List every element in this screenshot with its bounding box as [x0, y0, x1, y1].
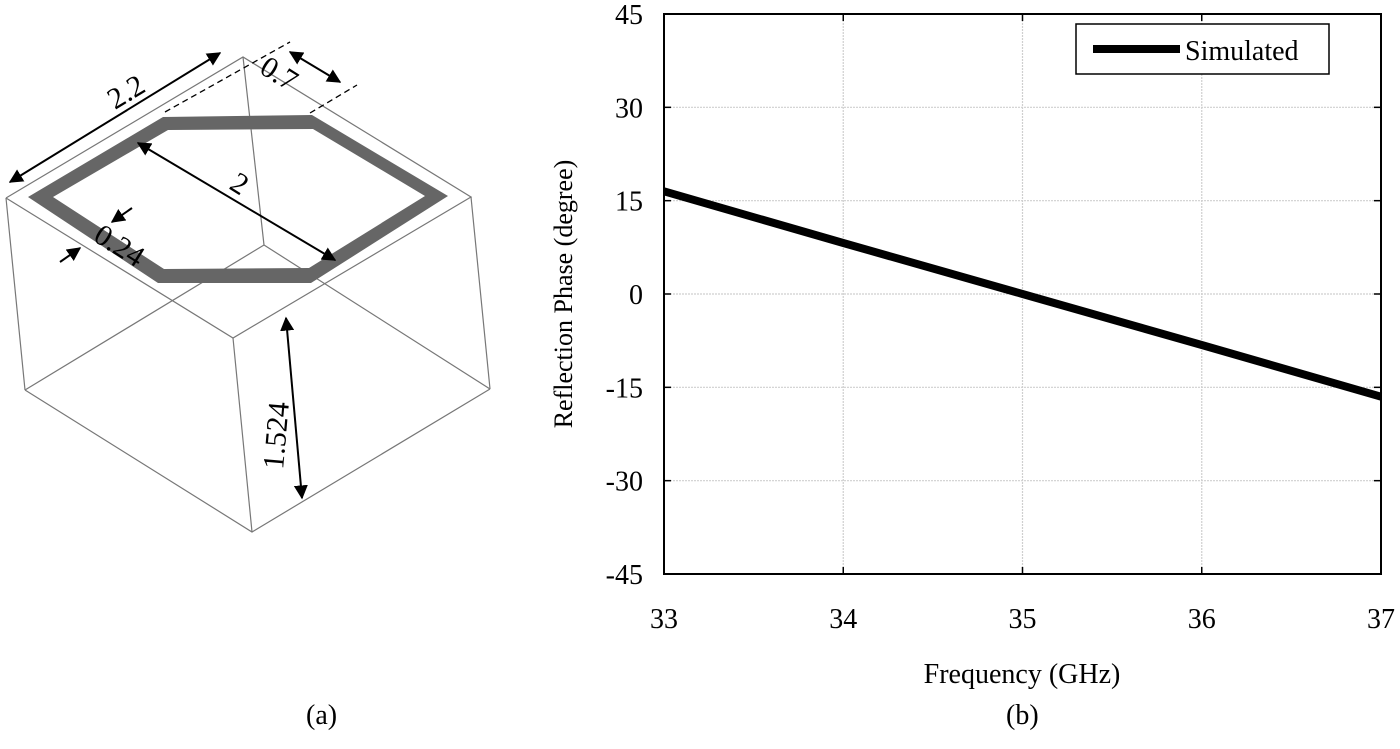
x-tick-label: 37	[1367, 604, 1395, 635]
y-tick-label: 45	[615, 0, 643, 31]
x-tick-label: 33	[650, 604, 678, 635]
y-tick-label: 30	[615, 93, 643, 124]
reflection-phase-chart: 45 30 15 0 -15 -30 -45 33 34 35 36 37 Reflection P…	[549, 0, 1395, 690]
caption-b: (b)	[1006, 700, 1039, 731]
legend: Simulated	[1075, 23, 1330, 75]
x-tick-label: 34	[829, 604, 857, 635]
y-tick-label: -30	[606, 467, 643, 498]
simulated-series-line	[662, 187, 1383, 401]
x-tick-labels: 33 34 35 36 37	[650, 604, 1395, 635]
y-tick-label: 0	[629, 280, 643, 311]
y-tick-label: -45	[606, 560, 643, 591]
x-tick-label: 35	[1009, 604, 1037, 635]
unit-cell-diagram: 2.2 0.7 2 0.24 1.524	[5, 41, 491, 533]
x-tick-label: 36	[1188, 604, 1216, 635]
x-axis-label: Frequency (GHz)	[924, 659, 1121, 690]
y-axis-label: Reflection Phase (degree)	[549, 160, 578, 429]
y-tick-label: -15	[606, 373, 643, 404]
y-tick-labels: 45 30 15 0 -15 -30 -45	[606, 0, 643, 591]
caption-a: (a)	[306, 700, 338, 731]
axis-ticks	[663, 13, 1382, 575]
legend-label-simulated: Simulated	[1185, 36, 1299, 67]
dim-substrate-height: 1.524	[257, 400, 296, 470]
y-tick-label: 15	[615, 187, 643, 218]
